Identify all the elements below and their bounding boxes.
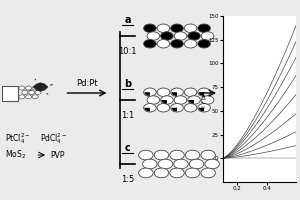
Circle shape	[160, 96, 173, 104]
Text: 1:5: 1:5	[121, 175, 134, 184]
Circle shape	[184, 24, 197, 32]
Circle shape	[198, 24, 210, 32]
Circle shape	[157, 104, 170, 112]
Circle shape	[188, 96, 200, 104]
Circle shape	[26, 86, 32, 90]
Text: 10:1: 10:1	[118, 47, 137, 56]
Circle shape	[160, 32, 173, 40]
Circle shape	[171, 88, 183, 96]
Text: a: a	[124, 15, 131, 25]
Circle shape	[170, 168, 184, 178]
Circle shape	[35, 87, 40, 90]
Circle shape	[174, 32, 187, 40]
Circle shape	[205, 159, 219, 169]
Circle shape	[171, 104, 183, 112]
Circle shape	[43, 85, 48, 89]
Circle shape	[185, 168, 200, 178]
Circle shape	[184, 104, 197, 112]
Circle shape	[26, 95, 32, 99]
Circle shape	[41, 84, 46, 87]
Circle shape	[201, 168, 215, 178]
Circle shape	[154, 150, 169, 160]
Circle shape	[28, 90, 34, 94]
Circle shape	[170, 150, 184, 160]
Circle shape	[144, 24, 156, 32]
Circle shape	[198, 40, 210, 48]
Circle shape	[201, 32, 214, 40]
FancyBboxPatch shape	[2, 86, 18, 101]
Wedge shape	[172, 108, 177, 111]
Circle shape	[198, 88, 210, 96]
Wedge shape	[172, 92, 177, 96]
Circle shape	[157, 40, 170, 48]
Circle shape	[144, 104, 156, 112]
Circle shape	[144, 88, 156, 96]
Circle shape	[32, 86, 38, 90]
Circle shape	[171, 40, 183, 48]
Wedge shape	[161, 100, 167, 104]
Circle shape	[154, 168, 169, 178]
Circle shape	[32, 95, 38, 99]
Circle shape	[198, 104, 210, 112]
Text: c: c	[124, 143, 130, 153]
Circle shape	[144, 40, 156, 48]
Circle shape	[184, 40, 197, 48]
Circle shape	[147, 32, 160, 40]
Circle shape	[147, 96, 160, 104]
Wedge shape	[144, 108, 150, 111]
Circle shape	[142, 159, 157, 169]
Circle shape	[157, 24, 170, 32]
Circle shape	[38, 88, 43, 91]
Circle shape	[188, 32, 200, 40]
Circle shape	[38, 83, 43, 86]
Circle shape	[157, 88, 170, 96]
Circle shape	[174, 159, 188, 169]
Wedge shape	[199, 92, 204, 96]
Circle shape	[35, 90, 41, 94]
Circle shape	[19, 95, 25, 99]
Circle shape	[189, 159, 204, 169]
Text: $\mathregular{PtCl_4^{2-}}$: $\mathregular{PtCl_4^{2-}}$	[5, 132, 31, 146]
Circle shape	[33, 85, 38, 89]
Circle shape	[35, 84, 40, 87]
Circle shape	[184, 88, 197, 96]
Text: $\mathregular{MoS_2}$: $\mathregular{MoS_2}$	[5, 149, 26, 161]
Circle shape	[158, 159, 173, 169]
Circle shape	[201, 150, 215, 160]
Circle shape	[174, 96, 187, 104]
Text: b: b	[124, 79, 131, 89]
Circle shape	[19, 86, 25, 90]
Text: PVP: PVP	[50, 150, 65, 160]
Wedge shape	[188, 100, 194, 104]
Text: 1:1: 1:1	[121, 111, 134, 120]
Circle shape	[41, 87, 46, 90]
Circle shape	[201, 96, 214, 104]
Wedge shape	[199, 108, 204, 111]
Wedge shape	[144, 92, 150, 96]
Circle shape	[139, 168, 153, 178]
Circle shape	[185, 150, 200, 160]
Circle shape	[38, 85, 43, 89]
Y-axis label: I / μA: I / μA	[202, 91, 206, 107]
Text: Pd:Pt: Pd:Pt	[76, 79, 98, 88]
Circle shape	[171, 24, 183, 32]
Circle shape	[22, 90, 28, 94]
Circle shape	[139, 150, 153, 160]
Text: $\mathregular{PdCl_4^{2-}}$: $\mathregular{PdCl_4^{2-}}$	[40, 132, 68, 146]
